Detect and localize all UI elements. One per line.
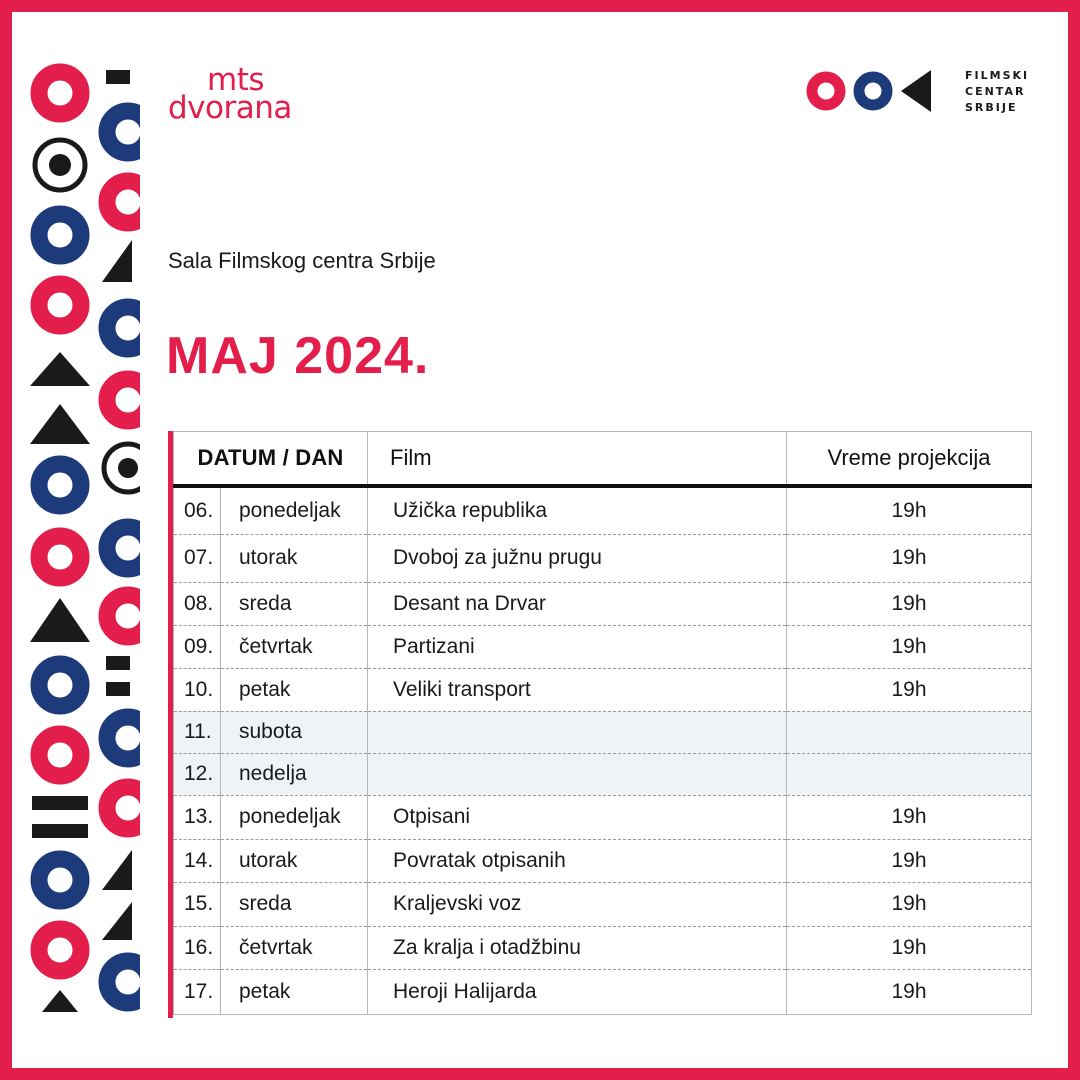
mts-dvorana-logo: mts dvorana (168, 62, 292, 126)
table-row: 17. petak Heroji Halijarda 19h (173, 969, 1032, 1015)
row-time: 19h (786, 839, 1032, 883)
header-film: Film (367, 431, 787, 488)
fcs-logo-text: FILMSKI CENTAR SRBIJE (965, 68, 1029, 116)
row-date: 07. (173, 534, 221, 583)
row-film (367, 711, 787, 754)
filmski-centar-srbije-logo: FILMSKI CENTAR SRBIJE (805, 68, 1045, 118)
month-title: MAJ 2024. (166, 327, 430, 385)
row-day: utorak (220, 534, 368, 583)
table-accent-bar (168, 431, 173, 1018)
row-time: 19h (786, 582, 1032, 626)
row-date: 15. (173, 882, 221, 927)
table-body: 06. ponedeljak Užička republika 19h 07. utora… (173, 486, 1032, 1015)
row-date: 11. (173, 711, 221, 754)
fcs-logo-mark-icon (806, 70, 931, 112)
row-time: 19h (786, 625, 1032, 669)
row-day: utorak (220, 839, 368, 883)
decorative-shape-column (20, 60, 140, 1030)
row-day: subota (220, 711, 368, 754)
schedule-table: DATUM / DAN Film Vreme projekcija 06. pon… (173, 431, 1032, 1015)
row-day: sreda (220, 882, 368, 927)
fcs-line-1: FILMSKI (965, 69, 1030, 82)
table-row: 14. utorak Povratak otpisanih 19h (173, 839, 1032, 883)
table-row: 07. utorak Dvoboj za južnu prugu 19h (173, 534, 1032, 583)
row-film: Užička republika (367, 486, 787, 535)
row-time (786, 711, 1032, 754)
row-film: Heroji Halijarda (367, 969, 787, 1015)
row-day: nedelja (220, 753, 368, 796)
table-row: 11. subota (173, 711, 1032, 754)
row-film: Za kralja i otadžbinu (367, 926, 787, 970)
row-day: petak (220, 668, 368, 712)
table-row: 06. ponedeljak Užička republika 19h (173, 486, 1032, 535)
row-film: Veliki transport (367, 668, 787, 712)
row-day: ponedeljak (220, 486, 368, 535)
table-row: 15. sreda Kraljevski voz 19h (173, 882, 1032, 927)
row-date: 09. (173, 625, 221, 669)
row-day: četvrtak (220, 625, 368, 669)
schedule-table-wrap: DATUM / DAN Film Vreme projekcija 06. pon… (168, 431, 1032, 1018)
row-film (367, 753, 787, 796)
row-film: Otpisani (367, 795, 787, 840)
row-film: Dvoboj za južnu prugu (367, 534, 787, 583)
row-date: 17. (173, 969, 221, 1015)
row-date: 12. (173, 753, 221, 796)
header-time: Vreme projekcija (786, 431, 1032, 488)
geometric-pattern-icon (30, 63, 140, 1012)
header-date-day: DATUM / DAN (173, 431, 368, 488)
row-film: Kraljevski voz (367, 882, 787, 927)
row-time: 19h (786, 668, 1032, 712)
row-date: 10. (173, 668, 221, 712)
row-time: 19h (786, 534, 1032, 583)
row-film: Partizani (367, 625, 787, 669)
row-film: Desant na Drvar (367, 582, 787, 626)
venue-name: Sala Filmskog centra Srbije (168, 248, 436, 273)
table-row: 12. nedelja (173, 753, 1032, 796)
table-row: 13. ponedeljak Otpisani 19h (173, 795, 1032, 840)
row-date: 06. (173, 486, 221, 535)
row-day: sreda (220, 582, 368, 626)
row-date: 08. (173, 582, 221, 626)
table-row: 10. petak Veliki transport 19h (173, 668, 1032, 712)
fcs-line-2: CENTAR (965, 85, 1026, 98)
table-header-row: DATUM / DAN Film Vreme projekcija (173, 431, 1032, 488)
row-film: Povratak otpisanih (367, 839, 787, 883)
logo-line-2: dvorana (168, 90, 292, 126)
row-day: ponedeljak (220, 795, 368, 840)
table-row: 09. četvrtak Partizani 19h (173, 625, 1032, 669)
row-day: četvrtak (220, 926, 368, 970)
table-row: 16. četvrtak Za kralja i otadžbinu 19h (173, 926, 1032, 970)
row-day: petak (220, 969, 368, 1015)
row-date: 16. (173, 926, 221, 970)
row-time: 19h (786, 926, 1032, 970)
logo-line-1: mts (207, 62, 265, 98)
row-time: 19h (786, 882, 1032, 927)
row-time (786, 753, 1032, 796)
table-row: 08. sreda Desant na Drvar 19h (173, 582, 1032, 626)
row-time: 19h (786, 486, 1032, 535)
row-time: 19h (786, 795, 1032, 840)
row-date: 13. (173, 795, 221, 840)
row-time: 19h (786, 969, 1032, 1015)
row-date: 14. (173, 839, 221, 883)
fcs-line-3: SRBIJE (965, 101, 1018, 114)
